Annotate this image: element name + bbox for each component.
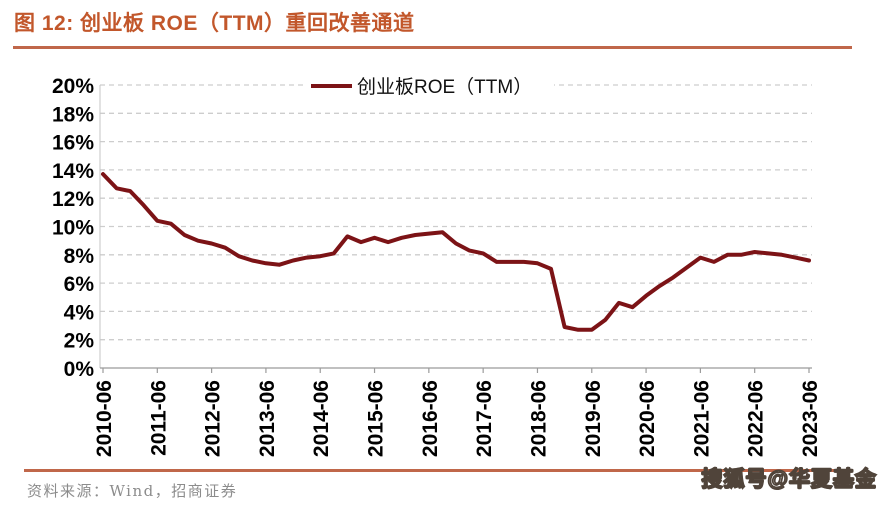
x-tick-label: 2019-06 — [582, 380, 605, 457]
roe-line — [101, 172, 811, 332]
x-tick-label: 2016-06 — [419, 380, 442, 457]
x-tick-label: 2015-06 — [365, 380, 388, 457]
y-tick-label: 8% — [64, 245, 95, 268]
y-tick-label: 12% — [52, 188, 94, 211]
x-tick-label: 2017-06 — [473, 380, 496, 457]
y-tick-label: 0% — [64, 358, 95, 381]
x-tick-label: 2014-06 — [310, 380, 333, 457]
y-tick-label: 4% — [64, 301, 95, 324]
y-tick-label: 18% — [52, 103, 94, 126]
x-tick-label: 2021-06 — [690, 380, 713, 457]
x-tick-label: 2012-06 — [202, 380, 225, 457]
source-note: 资料来源：Wind，招商证券 — [27, 482, 238, 500]
x-tick-label: 2020-06 — [636, 380, 659, 457]
footer-separator — [24, 469, 852, 472]
x-tick-label: 2013-06 — [256, 380, 279, 457]
y-tick-label: 20% — [52, 75, 94, 98]
x-tick-label: 2011-06 — [147, 380, 170, 456]
x-tick-label: 2018-06 — [527, 380, 550, 457]
x-tick-label: 2010-06 — [93, 380, 116, 457]
y-tick-label: 10% — [52, 217, 94, 240]
legend-label: 创业板ROE（TTM） — [357, 76, 532, 98]
y-tick-label: 16% — [52, 132, 94, 155]
watermark: 搜狐号@华夏基金 — [701, 467, 877, 492]
y-tick-label: 6% — [64, 273, 95, 296]
y-tick-label: 2% — [64, 330, 95, 353]
title-separator — [13, 46, 852, 49]
x-tick-label: 2022-06 — [745, 380, 768, 457]
x-tick-label: 2023-06 — [799, 380, 822, 457]
figure-title: 图 12: 创业板 ROE（TTM）重回改善通道 — [14, 12, 415, 35]
y-tick-label: 14% — [52, 160, 94, 183]
